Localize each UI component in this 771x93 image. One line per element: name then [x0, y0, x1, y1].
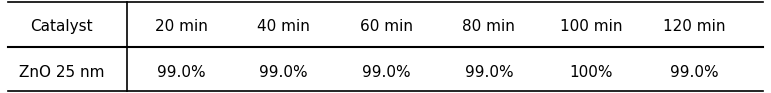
Text: 60 min: 60 min — [360, 19, 412, 34]
Text: 99.0%: 99.0% — [259, 65, 308, 80]
Text: 80 min: 80 min — [463, 19, 515, 34]
Text: 99.0%: 99.0% — [362, 65, 411, 80]
Text: 100%: 100% — [570, 65, 613, 80]
Text: 20 min: 20 min — [155, 19, 207, 34]
Text: Catalyst: Catalyst — [30, 19, 93, 34]
Text: 99.0%: 99.0% — [669, 65, 719, 80]
Text: ZnO 25 nm: ZnO 25 nm — [19, 65, 104, 80]
Text: 99.0%: 99.0% — [464, 65, 513, 80]
Text: 99.0%: 99.0% — [157, 65, 206, 80]
Text: 100 min: 100 min — [560, 19, 623, 34]
Text: 120 min: 120 min — [662, 19, 726, 34]
Text: 40 min: 40 min — [258, 19, 310, 34]
